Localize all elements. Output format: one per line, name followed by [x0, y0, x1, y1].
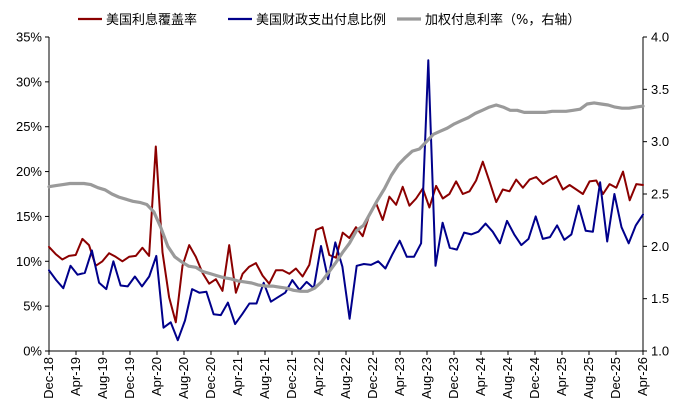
right-tick-label: 3.5	[651, 82, 669, 97]
left-tick-label: 10%	[16, 254, 42, 269]
x-tick-label: Dec-23	[446, 357, 461, 399]
x-tick-label: Apr-22	[311, 357, 326, 396]
x-tick-label: Dec-22	[365, 357, 380, 399]
x-tick-label: Apr-26	[635, 357, 650, 396]
x-tick-label: Apr-21	[230, 357, 245, 396]
left-tick-label: 20%	[16, 164, 42, 179]
x-tick-label: Aug-21	[257, 357, 272, 399]
x-tick-label: Apr-23	[392, 357, 407, 396]
legend-label-1: 美国利息覆盖率	[106, 12, 197, 28]
left-tick-label: 30%	[16, 74, 42, 89]
left-tick-label: 0%	[23, 344, 42, 359]
x-tick-label: Aug-25	[581, 357, 596, 399]
x-tick-label: Dec-19	[122, 357, 137, 399]
x-tick-label: Dec-24	[527, 357, 542, 399]
x-tick-label: Aug-23	[419, 357, 434, 399]
x-tick-label: Aug-20	[176, 357, 191, 399]
left-tick-label: 15%	[16, 209, 42, 224]
legend-label-2: 美国财政支出付息比例	[256, 12, 386, 28]
right-tick-label: 1.5	[651, 291, 669, 306]
series-line-3	[47, 101, 645, 293]
x-tick-label: Dec-18	[41, 357, 56, 399]
right-tick-label: 3.0	[651, 134, 669, 149]
x-tick-label: Dec-20	[203, 357, 218, 399]
right-tick-label: 1.0	[651, 344, 669, 359]
x-tick-label: Aug-19	[95, 357, 110, 399]
x-tick-label: Aug-24	[500, 357, 515, 399]
right-tick-label: 4.0	[651, 30, 669, 45]
x-tick-label: Apr-24	[473, 357, 488, 396]
left-tick-label: 5%	[23, 299, 42, 314]
x-tick-label: Dec-25	[608, 357, 623, 399]
x-tick-label: Apr-19	[68, 357, 83, 396]
x-tick-label: Aug-22	[338, 357, 353, 399]
x-tick-label: Dec-21	[284, 357, 299, 399]
legend-label-3: 加权付息利率（%，右轴）	[425, 12, 580, 28]
series-line-1	[48, 145, 644, 324]
right-tick-label: 2.0	[651, 239, 669, 254]
left-tick-label: 35%	[16, 30, 42, 45]
series-line-2	[48, 59, 644, 342]
right-tick-label: 2.5	[651, 187, 669, 202]
left-tick-label: 25%	[16, 119, 42, 134]
x-tick-label: Apr-25	[554, 357, 569, 396]
x-tick-label: Apr-20	[149, 357, 164, 396]
